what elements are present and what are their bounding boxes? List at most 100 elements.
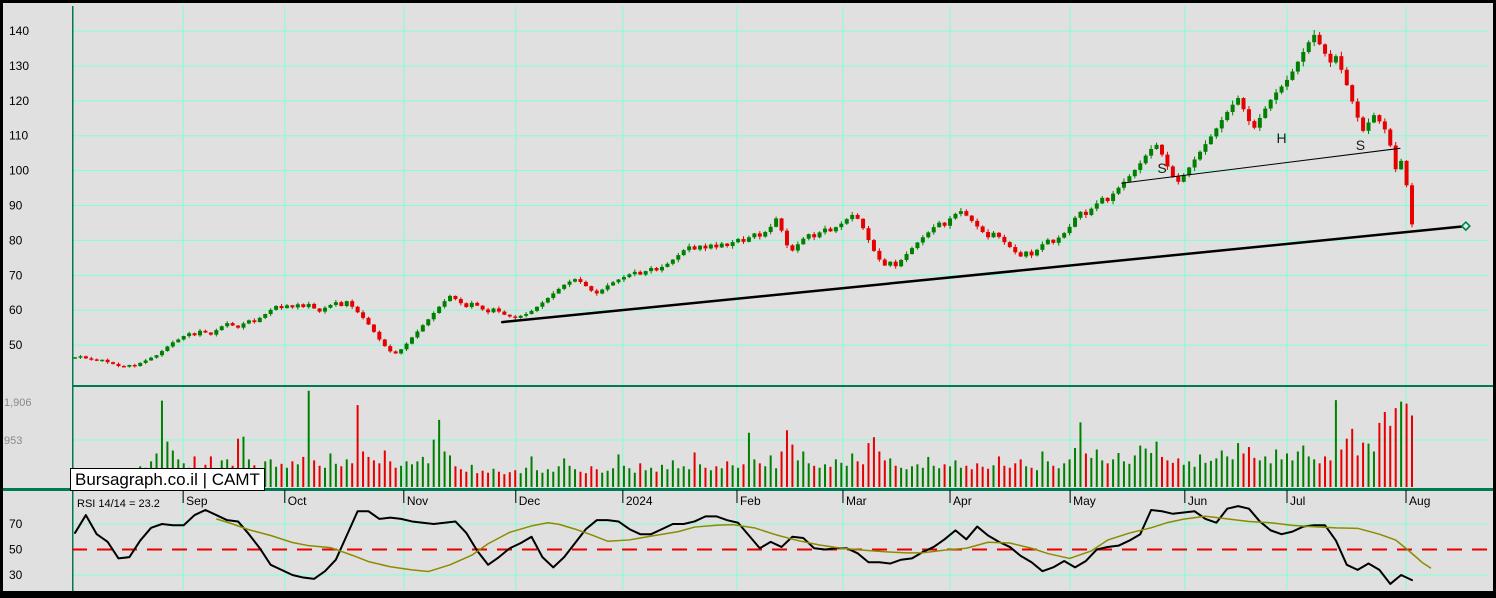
- candle-body: [127, 364, 132, 367]
- candle: [1371, 112, 1376, 124]
- month-label: Apr: [953, 494, 972, 508]
- candle: [1056, 235, 1061, 246]
- candle: [757, 231, 762, 240]
- candle: [116, 362, 121, 368]
- candle-body: [1410, 185, 1414, 225]
- price-tick-label: 130: [9, 59, 29, 73]
- candle: [931, 224, 936, 235]
- candle: [132, 363, 137, 368]
- candle: [437, 305, 442, 314]
- candle: [1236, 95, 1241, 106]
- candle: [165, 345, 170, 352]
- candle-body: [1083, 211, 1088, 215]
- candle: [1230, 100, 1235, 116]
- candle: [475, 301, 480, 307]
- candle-body: [540, 302, 545, 307]
- candle: [958, 208, 963, 217]
- candle-body: [670, 259, 675, 264]
- candle-body: [328, 304, 333, 308]
- candle: [882, 258, 887, 267]
- candle: [654, 266, 659, 272]
- candle-body: [1198, 151, 1203, 160]
- volume-bars: [74, 390, 1413, 487]
- candle: [779, 217, 784, 233]
- candle-body: [980, 226, 985, 233]
- candle: [1284, 75, 1289, 91]
- candle-body: [1284, 79, 1289, 87]
- candle-body: [1154, 144, 1159, 150]
- candle-body: [361, 312, 366, 318]
- candle-body: [1002, 236, 1007, 243]
- candle-body: [1062, 233, 1067, 238]
- candle-body: [953, 213, 958, 219]
- candle-body: [741, 239, 746, 242]
- candle-body: [393, 351, 398, 354]
- candle: [659, 264, 664, 273]
- candle: [611, 280, 616, 286]
- candle: [714, 241, 719, 250]
- candle-body: [1100, 197, 1105, 204]
- candle: [317, 308, 322, 313]
- candle-body: [948, 218, 953, 226]
- candle: [643, 270, 648, 277]
- candle-body: [1350, 85, 1355, 102]
- candle: [138, 362, 143, 367]
- candle: [594, 288, 599, 296]
- candle-body: [1312, 34, 1317, 43]
- candle: [404, 342, 409, 352]
- candle-body: [969, 215, 974, 221]
- candle: [621, 275, 626, 282]
- rsi-ma-line: [216, 515, 1432, 573]
- candle: [225, 321, 230, 328]
- candle: [420, 324, 425, 332]
- candle: [415, 329, 420, 339]
- axis-frame-line: [72, 6, 74, 591]
- shoulder-label: S: [1356, 137, 1365, 153]
- candle: [1198, 150, 1203, 161]
- candle-body: [241, 323, 246, 328]
- candle: [996, 232, 1001, 239]
- candle-body: [214, 330, 219, 335]
- price-tick-label: 120: [9, 94, 29, 108]
- candle: [692, 244, 697, 251]
- candle: [763, 230, 768, 238]
- candle: [817, 231, 822, 239]
- candle: [1018, 250, 1023, 257]
- candle: [1045, 238, 1050, 245]
- candle-body: [1371, 115, 1376, 123]
- candle-body: [382, 339, 387, 347]
- candle: [942, 222, 947, 228]
- candle-body: [219, 326, 224, 331]
- candle: [948, 216, 953, 229]
- candle: [458, 297, 463, 306]
- candle-body: [698, 245, 703, 250]
- candle: [774, 216, 779, 228]
- candle: [1094, 200, 1099, 212]
- candle-body: [94, 359, 99, 361]
- candle: [257, 316, 262, 323]
- candle-body: [138, 362, 143, 367]
- candle: [333, 300, 338, 307]
- candle: [252, 318, 257, 324]
- candle-body: [366, 317, 371, 325]
- candle-body: [159, 351, 164, 356]
- candle: [1083, 209, 1088, 218]
- candle: [1159, 144, 1164, 157]
- candle-body: [1165, 154, 1170, 167]
- candle-body: [1116, 187, 1121, 194]
- candle: [469, 300, 474, 309]
- candle: [638, 270, 643, 276]
- candle: [975, 218, 980, 230]
- candle: [589, 285, 594, 293]
- candle: [823, 225, 828, 235]
- candle-body: [1176, 176, 1181, 182]
- candle: [806, 233, 811, 241]
- candle-body: [1214, 128, 1219, 137]
- price-tick-label: 50: [9, 338, 23, 352]
- candle: [524, 311, 529, 318]
- candle: [953, 212, 958, 220]
- candle-body: [274, 306, 279, 310]
- candle-body: [877, 250, 882, 260]
- candle: [969, 215, 974, 223]
- candle: [665, 262, 670, 268]
